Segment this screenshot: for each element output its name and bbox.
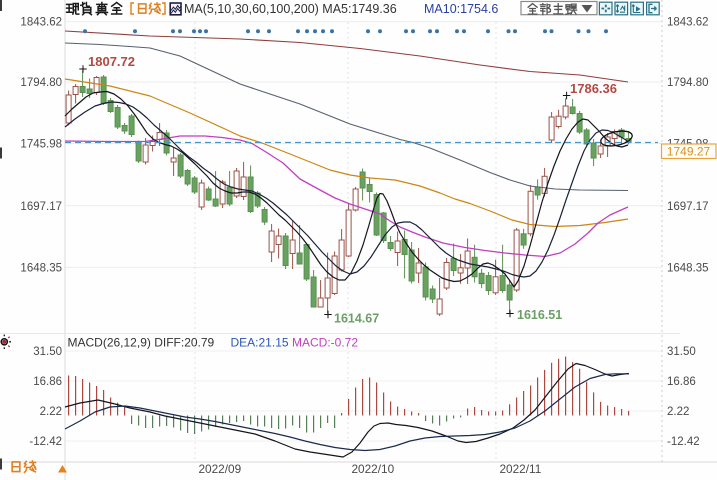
svg-text:DEA:21.15: DEA:21.15 bbox=[231, 336, 289, 350]
svg-text:16.86: 16.86 bbox=[667, 376, 696, 388]
svg-text:1794.80: 1794.80 bbox=[667, 77, 709, 89]
svg-text:1648.35: 1648.35 bbox=[667, 262, 709, 274]
svg-text:MACD(26,12,9) DIFF:20.79: MACD(26,12,9) DIFF:20.79 bbox=[68, 336, 215, 350]
svg-text:2022/09: 2022/09 bbox=[199, 462, 242, 476]
svg-text:-12.42: -12.42 bbox=[29, 436, 62, 448]
svg-text:1843.62: 1843.62 bbox=[667, 17, 709, 29]
svg-text:1749.27: 1749.27 bbox=[667, 145, 711, 159]
svg-text:2.22: 2.22 bbox=[667, 406, 689, 418]
svg-text:MACD:-0.72: MACD:-0.72 bbox=[292, 336, 358, 350]
svg-text:MA10:1754.6: MA10:1754.6 bbox=[424, 2, 498, 16]
svg-text:2022/11: 2022/11 bbox=[500, 462, 542, 476]
svg-text:16.86: 16.86 bbox=[33, 376, 62, 388]
svg-text:1786.36: 1786.36 bbox=[570, 81, 617, 96]
svg-text:31.50: 31.50 bbox=[33, 346, 62, 358]
svg-text:31.50: 31.50 bbox=[667, 346, 696, 358]
svg-text:1697.17: 1697.17 bbox=[667, 201, 709, 213]
svg-text:1648.35: 1648.35 bbox=[20, 262, 62, 274]
svg-text:1794.80: 1794.80 bbox=[20, 77, 62, 89]
svg-text:1616.51: 1616.51 bbox=[517, 308, 562, 322]
svg-text:1745.98: 1745.98 bbox=[20, 139, 62, 151]
svg-text:1807.72: 1807.72 bbox=[88, 54, 135, 69]
svg-text:1614.67: 1614.67 bbox=[334, 312, 379, 326]
svg-text:2.22: 2.22 bbox=[40, 406, 62, 418]
svg-text:MA(5,10,30,60,100,200) MA5:174: MA(5,10,30,60,100,200) MA5:1749.36 bbox=[184, 2, 397, 16]
svg-text:1843.62: 1843.62 bbox=[20, 17, 62, 29]
svg-text:2022/10: 2022/10 bbox=[352, 462, 395, 476]
svg-text:1697.17: 1697.17 bbox=[20, 201, 62, 213]
svg-text:-12.42: -12.42 bbox=[667, 436, 700, 448]
